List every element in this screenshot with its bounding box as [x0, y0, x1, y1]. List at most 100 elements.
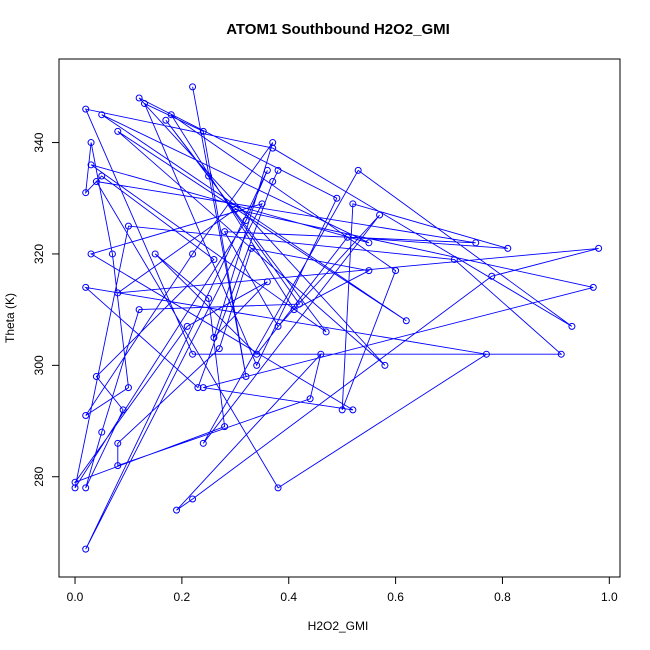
data-point: [482, 350, 490, 358]
series-points: [71, 83, 603, 553]
data-point: [135, 94, 143, 102]
data-point: [504, 244, 512, 252]
x-tick-label: 0.8: [494, 590, 511, 604]
data-point: [162, 116, 170, 124]
data-point: [258, 200, 266, 208]
data-point: [269, 178, 277, 186]
data-point: [210, 333, 218, 341]
plot-frame: [58, 58, 621, 578]
x-tick-label: 0.6: [387, 590, 404, 604]
data-point: [221, 228, 229, 236]
data-point: [595, 244, 603, 252]
data-point: [274, 484, 282, 492]
data-point: [242, 372, 250, 380]
data-point: [392, 267, 400, 275]
data-point: [253, 350, 261, 358]
data-point: [488, 272, 496, 280]
data-point: [210, 256, 218, 264]
data-point: [189, 350, 197, 358]
y-tick-label: 320: [32, 244, 46, 264]
data-point: [450, 256, 458, 264]
data-point: [151, 250, 159, 258]
data-point: [124, 384, 132, 392]
data-point: [365, 267, 373, 275]
data-point: [205, 172, 213, 180]
data-point: [269, 144, 277, 152]
data-point: [114, 462, 122, 470]
data-point: [402, 317, 410, 325]
x-axis: 0.0 0.2 0.4 0.6 0.8 1.0: [67, 576, 618, 604]
y-tick-label: 340: [32, 132, 46, 152]
data-point: [189, 250, 197, 258]
data-point: [173, 506, 181, 514]
data-point: [189, 495, 197, 503]
data-point: [98, 172, 106, 180]
data-point: [82, 105, 90, 113]
data-point: [114, 127, 122, 135]
data-point: [199, 384, 207, 392]
data-point: [231, 205, 239, 213]
data-point: [87, 250, 95, 258]
data-point: [92, 178, 100, 186]
data-point: [242, 217, 250, 225]
data-point: [82, 189, 90, 197]
data-point: [82, 283, 90, 291]
y-axis: 280 300 320 340: [32, 132, 60, 487]
data-point: [557, 350, 565, 358]
x-tick-label: 0.0: [67, 590, 84, 604]
data-point: [215, 345, 223, 353]
data-point: [349, 200, 357, 208]
data-point: [98, 428, 106, 436]
data-point: [82, 484, 90, 492]
data-point: [568, 322, 576, 330]
data-point: [306, 395, 314, 403]
data-point: [183, 322, 191, 330]
data-point: [114, 439, 122, 447]
data-point: [135, 306, 143, 314]
data-point: [589, 283, 597, 291]
data-point: [317, 350, 325, 358]
data-point: [124, 222, 132, 230]
data-point: [98, 111, 106, 119]
data-point: [263, 166, 271, 174]
data-point: [92, 372, 100, 380]
data-point: [199, 439, 207, 447]
data-point: [108, 250, 116, 258]
data-point: [290, 306, 298, 314]
data-point: [274, 322, 282, 330]
data-point: [221, 423, 229, 431]
data-point: [205, 295, 213, 303]
data-point: [472, 239, 480, 247]
data-point: [119, 406, 127, 414]
data-point: [381, 361, 389, 369]
data-point: [354, 166, 362, 174]
data-point: [322, 328, 330, 336]
x-axis-label: H2O2_GMI: [308, 619, 369, 633]
data-point: [253, 361, 261, 369]
data-point: [114, 289, 122, 297]
data-point: [199, 127, 207, 135]
data-point: [365, 239, 373, 247]
data-point: [71, 484, 79, 492]
x-tick-label: 0.4: [280, 590, 297, 604]
data-point: [263, 278, 271, 286]
data-point: [189, 83, 197, 91]
data-point: [194, 384, 202, 392]
chart-title: ATOM1 Southbound H2O2_GMI: [226, 21, 450, 38]
data-point: [140, 100, 148, 108]
data-point: [87, 161, 95, 169]
x-tick-label: 0.2: [174, 590, 191, 604]
y-tick-label: 280: [32, 466, 46, 486]
data-point: [295, 300, 303, 308]
data-point: [247, 244, 255, 252]
data-point: [82, 411, 90, 419]
series-lines: [73, 86, 599, 550]
data-point: [333, 194, 341, 202]
data-point: [376, 211, 384, 219]
data-point: [82, 545, 90, 553]
data-point: [338, 406, 346, 414]
series-line: [73, 86, 599, 550]
data-point: [349, 406, 357, 414]
y-tick-label: 300: [32, 355, 46, 375]
